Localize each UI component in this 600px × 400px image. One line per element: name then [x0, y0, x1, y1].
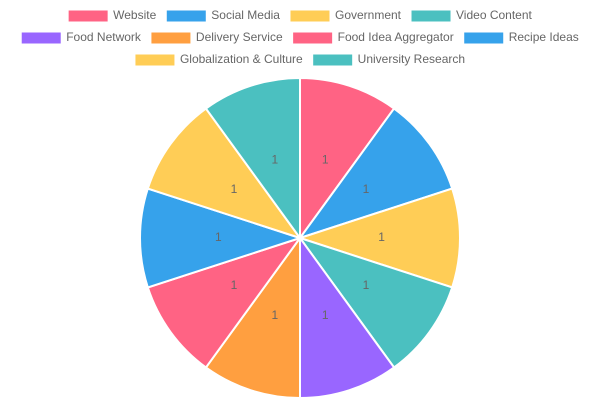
- legend-label: Food Network: [66, 30, 142, 44]
- legend-label: Globalization & Culture: [180, 52, 303, 66]
- legend-label: Social Media: [211, 8, 280, 22]
- legend-swatch: [165, 9, 207, 23]
- data-label: 1: [322, 308, 329, 322]
- legend-item[interactable]: Recipe Ideas: [463, 30, 579, 45]
- legend-item[interactable]: University Research: [312, 52, 465, 67]
- data-label: 1: [322, 153, 329, 167]
- legend-item[interactable]: Food Network: [20, 30, 142, 45]
- legend-swatch: [292, 31, 334, 45]
- pie-slice: [139, 187, 304, 289]
- pie-slice: [299, 234, 396, 400]
- legend-swatch: [150, 31, 192, 45]
- legend-swatch: [410, 9, 452, 23]
- legend-label: Government: [335, 8, 402, 22]
- legend-label: Recipe Ideas: [509, 30, 579, 44]
- pie-slice: [296, 187, 461, 289]
- legend-label: Delivery Service: [196, 30, 283, 44]
- legend-label: University Research: [358, 52, 465, 66]
- pie-slice: [146, 236, 303, 369]
- legend-item[interactable]: Globalization & Culture: [134, 52, 303, 67]
- data-label: 1: [271, 308, 278, 322]
- data-label: 1: [231, 182, 238, 196]
- legend-item[interactable]: Government: [289, 8, 402, 23]
- legend-item[interactable]: Delivery Service: [150, 30, 283, 45]
- legend-swatch: [20, 31, 62, 45]
- data-label: 1: [378, 230, 385, 244]
- data-label: 1: [231, 278, 238, 292]
- data-label: 1: [271, 153, 278, 167]
- pie-slice: [146, 107, 303, 240]
- legend-swatch: [312, 53, 354, 67]
- legend-swatch: [463, 31, 505, 45]
- pie-slice: [299, 76, 396, 242]
- data-label: 1: [363, 182, 370, 196]
- data-label: 1: [363, 278, 370, 292]
- pie-slice: [297, 107, 454, 240]
- pie-slice: [297, 236, 454, 369]
- legend-label: Website: [113, 8, 156, 22]
- legend-swatch: [289, 9, 331, 23]
- pie-slice: [204, 234, 301, 400]
- legend-label: Food Idea Aggregator: [338, 30, 454, 44]
- pie-slice: [204, 76, 301, 242]
- data-label: 1: [215, 230, 222, 244]
- legend-item[interactable]: Food Idea Aggregator: [292, 30, 454, 45]
- legend-item[interactable]: Social Media: [165, 8, 280, 23]
- legend-label: Video Content: [456, 8, 533, 22]
- legend-swatch: [134, 53, 176, 67]
- legend-item[interactable]: Video Content: [410, 8, 533, 23]
- legend-swatch: [67, 9, 109, 23]
- legend-item[interactable]: Website: [67, 8, 157, 23]
